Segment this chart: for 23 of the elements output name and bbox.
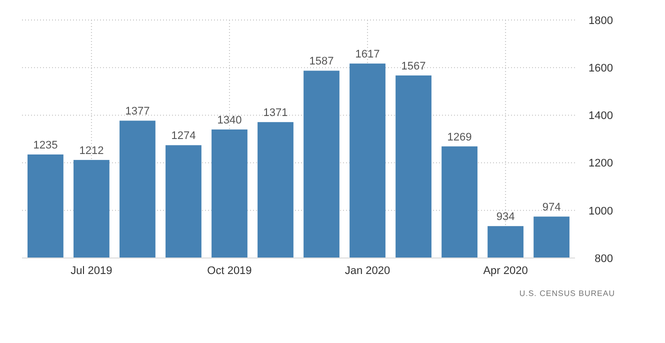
x-tick-label: Apr 2020 <box>483 265 528 277</box>
data-label: 1340 <box>217 114 242 126</box>
y-tick-label: 1400 <box>588 110 613 122</box>
x-tick-label: Jan 2020 <box>344 265 390 277</box>
x-tick-label: Jul 2019 <box>70 265 112 277</box>
data-label: 974 <box>542 202 561 214</box>
data-label: 1371 <box>263 107 288 120</box>
data-label: 1587 <box>309 56 334 68</box>
data-label: 1567 <box>401 60 426 72</box>
text: U.S. CENSUS BUREAU <box>519 289 615 298</box>
data-label: 1274 <box>171 130 196 142</box>
y-tick-label: 1600 <box>588 62 613 74</box>
data-label: 1212 <box>79 144 104 157</box>
data-label: 1617 <box>355 48 380 61</box>
data-label: 934 <box>496 211 515 224</box>
y-tick-label: 1000 <box>588 205 613 218</box>
y-tick-label: 1200 <box>588 158 613 170</box>
data-label: 1377 <box>125 106 150 118</box>
data-label: 1269 <box>447 131 472 144</box>
y-tick-label: 1800 <box>588 14 613 27</box>
x-tick-label: Oct 2019 <box>207 265 252 277</box>
data-label: 1235 <box>33 139 58 152</box>
y-tick-label: 800 <box>594 252 613 265</box>
